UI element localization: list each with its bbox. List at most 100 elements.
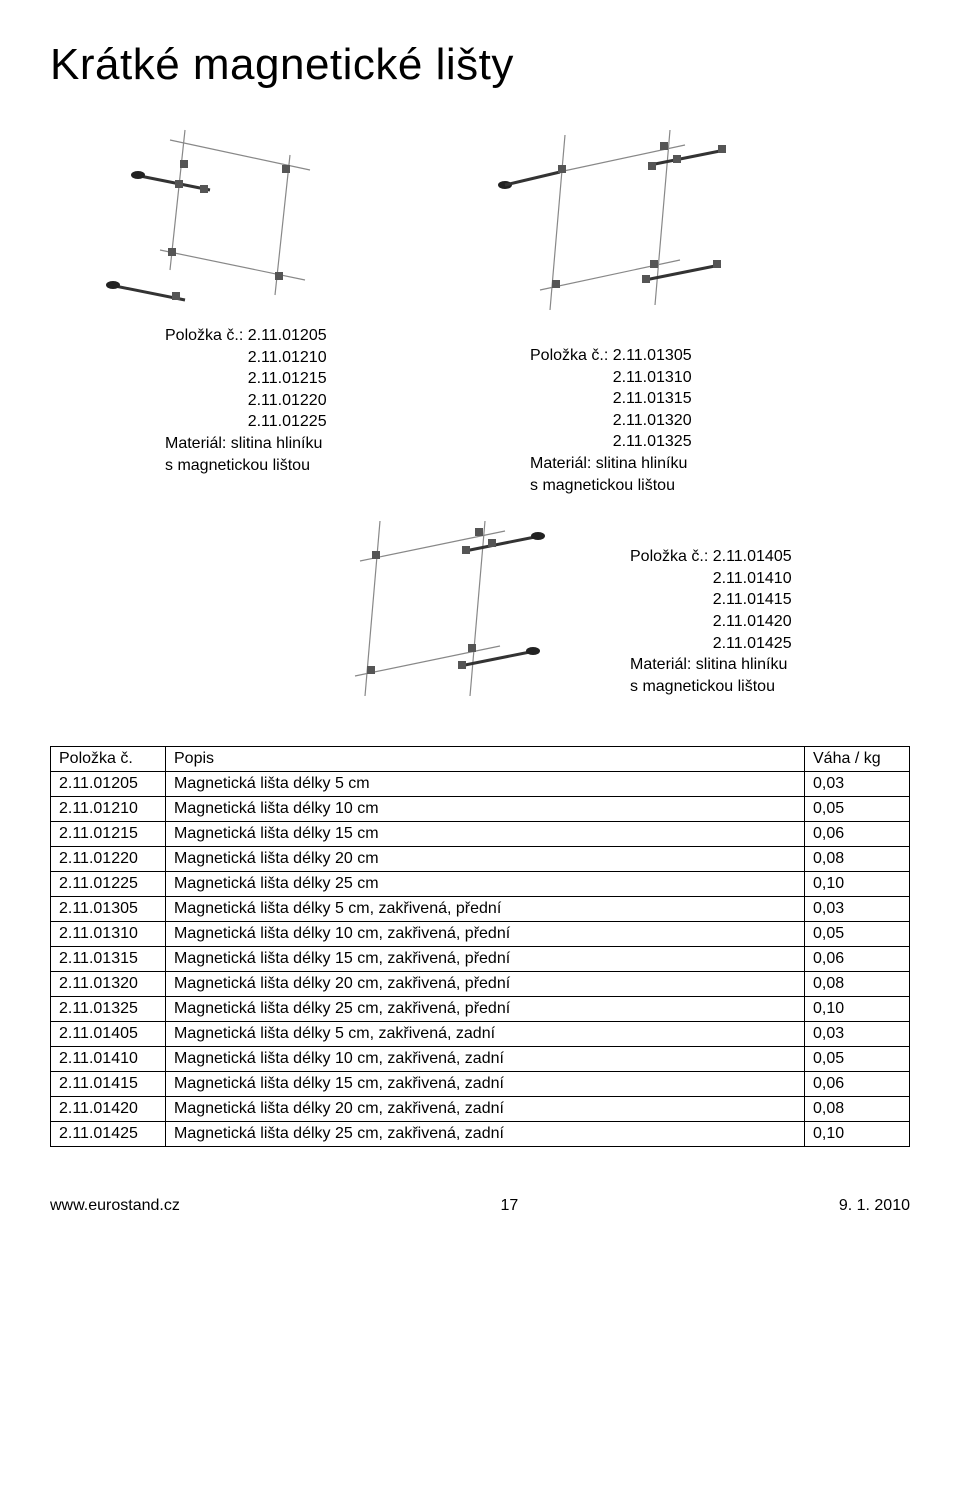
fig3-label: Položka č.: bbox=[630, 548, 708, 565]
cell-weight: 0,10 bbox=[805, 997, 910, 1022]
cell-code: 2.11.01425 bbox=[51, 1122, 166, 1147]
figures-row-1: Položka č.: 2.11.01205 Položka č.: 2.11.… bbox=[50, 120, 910, 496]
table-row: 2.11.01425Magnetická lišta délky 25 cm, … bbox=[51, 1122, 910, 1147]
figure-3-svg bbox=[310, 516, 570, 721]
fig2-code4: 2.11.01325 bbox=[613, 433, 692, 450]
figure-1: Položka č.: 2.11.01205 Položka č.: 2.11.… bbox=[50, 120, 470, 476]
fig3-code2: 2.11.01415 bbox=[713, 591, 792, 608]
table-row: 2.11.01225Magnetická lišta délky 25 cm0,… bbox=[51, 872, 910, 897]
fig2-material: Materiál: slitina hliníku bbox=[530, 455, 687, 472]
cell-code: 2.11.01320 bbox=[51, 972, 166, 997]
fig3-code4: 2.11.01425 bbox=[713, 635, 792, 652]
figure-3-caption: Položka č.: 2.11.01405 Položka č.: 2.11.… bbox=[630, 546, 792, 697]
cell-desc: Magnetická lišta délky 15 cm bbox=[166, 822, 805, 847]
cell-code: 2.11.01305 bbox=[51, 897, 166, 922]
cell-weight: 0,06 bbox=[805, 947, 910, 972]
cell-weight: 0,03 bbox=[805, 897, 910, 922]
table-row: 2.11.01215Magnetická lišta délky 15 cm0,… bbox=[51, 822, 910, 847]
table-row: 2.11.01420Magnetická lišta délky 20 cm, … bbox=[51, 1097, 910, 1122]
fig2-code3: 2.11.01320 bbox=[613, 412, 692, 429]
cell-desc: Magnetická lišta délky 10 cm bbox=[166, 797, 805, 822]
cell-code: 2.11.01220 bbox=[51, 847, 166, 872]
cell-code: 2.11.01210 bbox=[51, 797, 166, 822]
cell-weight: 0,03 bbox=[805, 772, 910, 797]
cell-desc: Magnetická lišta délky 20 cm, zakřivená,… bbox=[166, 972, 805, 997]
cell-code: 2.11.01315 bbox=[51, 947, 166, 972]
fig2-code2: 2.11.01315 bbox=[613, 390, 692, 407]
cell-weight: 0,08 bbox=[805, 1097, 910, 1122]
footer-center: 17 bbox=[500, 1197, 518, 1215]
page-title: Krátké magnetické lišty bbox=[50, 40, 910, 90]
cell-code: 2.11.01405 bbox=[51, 1022, 166, 1047]
cell-desc: Magnetická lišta délky 5 cm, zakřivená, … bbox=[166, 897, 805, 922]
fig1-code3: 2.11.01220 bbox=[248, 392, 327, 409]
fig2-code1: 2.11.01310 bbox=[613, 369, 692, 386]
table-header-row: Položka č. Popis Váha / kg bbox=[51, 747, 910, 772]
cell-weight: 0,06 bbox=[805, 822, 910, 847]
spec-table: Položka č. Popis Váha / kg 2.11.01205Mag… bbox=[50, 746, 910, 1147]
cell-desc: Magnetická lišta délky 10 cm, zakřivená,… bbox=[166, 922, 805, 947]
table-row: 2.11.01410Magnetická lišta délky 10 cm, … bbox=[51, 1047, 910, 1072]
fig1-code2: 2.11.01215 bbox=[248, 370, 327, 387]
table-row: 2.11.01220Magnetická lišta délky 20 cm0,… bbox=[51, 847, 910, 872]
figure-1-svg bbox=[50, 120, 350, 320]
cell-code: 2.11.01225 bbox=[51, 872, 166, 897]
fig1-sub: s magnetickou lištou bbox=[165, 457, 310, 474]
cell-code: 2.11.01205 bbox=[51, 772, 166, 797]
page-footer: www.eurostand.cz 17 9. 1. 2010 bbox=[50, 1197, 910, 1215]
cell-weight: 0,06 bbox=[805, 1072, 910, 1097]
cell-weight: 0,08 bbox=[805, 847, 910, 872]
table-row: 2.11.01320Magnetická lišta délky 20 cm, … bbox=[51, 972, 910, 997]
cell-desc: Magnetická lišta délky 25 cm bbox=[166, 872, 805, 897]
cell-desc: Magnetická lišta délky 20 cm, zakřivená,… bbox=[166, 1097, 805, 1122]
cell-desc: Magnetická lišta délky 20 cm bbox=[166, 847, 805, 872]
footer-right: 9. 1. 2010 bbox=[839, 1197, 910, 1215]
fig3-code3: 2.11.01420 bbox=[713, 613, 792, 630]
th-desc: Popis bbox=[166, 747, 805, 772]
table-row: 2.11.01305Magnetická lišta délky 5 cm, z… bbox=[51, 897, 910, 922]
fig1-code4: 2.11.01225 bbox=[248, 413, 327, 430]
cell-desc: Magnetická lišta délky 10 cm, zakřivená,… bbox=[166, 1047, 805, 1072]
table-row: 2.11.01315Magnetická lišta délky 15 cm, … bbox=[51, 947, 910, 972]
cell-desc: Magnetická lišta délky 25 cm, zakřivená,… bbox=[166, 1122, 805, 1147]
figure-2-caption: Položka č.: 2.11.01305 Položka č.: 2.11.… bbox=[530, 345, 890, 496]
table-row: 2.11.01310Magnetická lišta délky 10 cm, … bbox=[51, 922, 910, 947]
cell-code: 2.11.01215 bbox=[51, 822, 166, 847]
figure-3: Položka č.: 2.11.01405 Položka č.: 2.11.… bbox=[50, 516, 910, 721]
cell-weight: 0,08 bbox=[805, 972, 910, 997]
fig1-material: Materiál: slitina hliníku bbox=[165, 435, 322, 452]
fig1-code0: 2.11.01205 bbox=[248, 327, 327, 344]
fig3-material: Materiál: slitina hliníku bbox=[630, 656, 787, 673]
cell-weight: 0,05 bbox=[805, 1047, 910, 1072]
cell-desc: Magnetická lišta délky 5 cm, zakřivená, … bbox=[166, 1022, 805, 1047]
th-code: Položka č. bbox=[51, 747, 166, 772]
cell-weight: 0,05 bbox=[805, 797, 910, 822]
table-row: 2.11.01405Magnetická lišta délky 5 cm, z… bbox=[51, 1022, 910, 1047]
cell-weight: 0,05 bbox=[805, 922, 910, 947]
fig3-sub: s magnetickou lištou bbox=[630, 678, 775, 695]
cell-code: 2.11.01325 bbox=[51, 997, 166, 1022]
cell-weight: 0,03 bbox=[805, 1022, 910, 1047]
figure-1-caption: Položka č.: 2.11.01205 Položka č.: 2.11.… bbox=[165, 325, 470, 476]
cell-desc: Magnetická lišta délky 15 cm, zakřivená,… bbox=[166, 947, 805, 972]
fig2-label: Položka č.: bbox=[530, 347, 608, 364]
table-row: 2.11.01205Magnetická lišta délky 5 cm0,0… bbox=[51, 772, 910, 797]
figure-2: Položka č.: 2.11.01305 Položka č.: 2.11.… bbox=[470, 120, 890, 496]
cell-desc: Magnetická lišta délky 5 cm bbox=[166, 772, 805, 797]
table-row: 2.11.01210Magnetická lišta délky 10 cm0,… bbox=[51, 797, 910, 822]
cell-weight: 0,10 bbox=[805, 872, 910, 897]
fig3-code1: 2.11.01410 bbox=[713, 570, 792, 587]
cell-weight: 0,10 bbox=[805, 1122, 910, 1147]
cell-code: 2.11.01415 bbox=[51, 1072, 166, 1097]
cell-code: 2.11.01310 bbox=[51, 922, 166, 947]
fig2-sub: s magnetickou lištou bbox=[530, 477, 675, 494]
cell-desc: Magnetická lišta délky 15 cm, zakřivená,… bbox=[166, 1072, 805, 1097]
footer-left: www.eurostand.cz bbox=[50, 1197, 180, 1215]
table-row: 2.11.01415Magnetická lišta délky 15 cm, … bbox=[51, 1072, 910, 1097]
fig2-code0: 2.11.01305 bbox=[613, 347, 692, 364]
cell-code: 2.11.01420 bbox=[51, 1097, 166, 1122]
cell-desc: Magnetická lišta délky 25 cm, zakřivená,… bbox=[166, 997, 805, 1022]
fig1-code1: 2.11.01210 bbox=[248, 349, 327, 366]
fig1-label: Položka č.: bbox=[165, 327, 243, 344]
fig3-code0: 2.11.01405 bbox=[713, 548, 792, 565]
